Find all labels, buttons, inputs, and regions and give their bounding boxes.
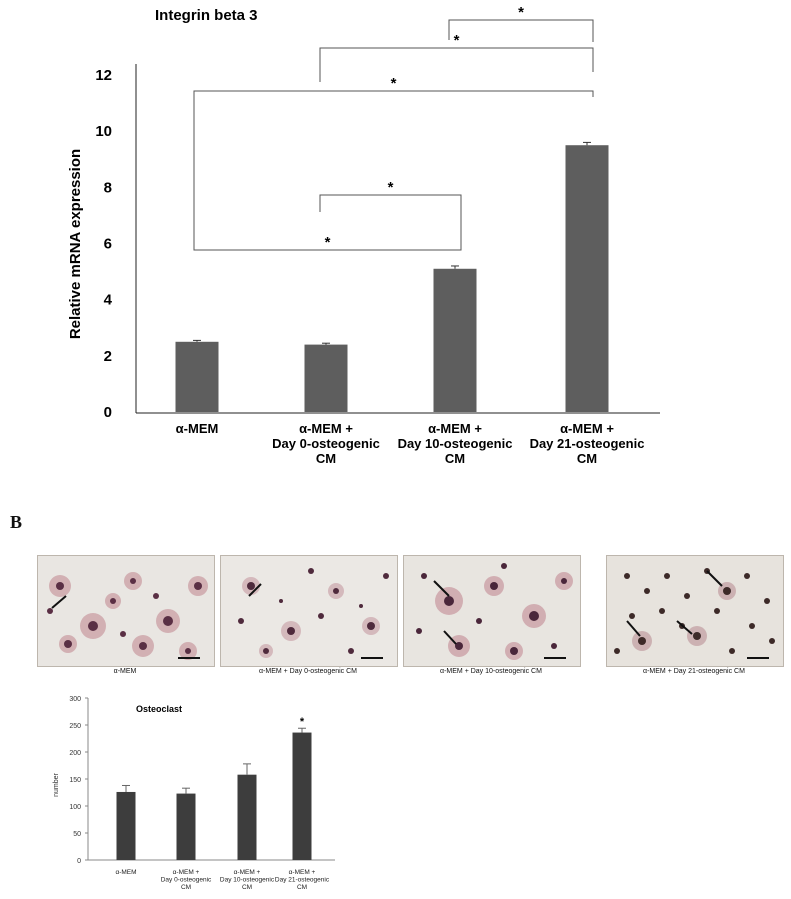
micrograph-image (221, 556, 397, 666)
integrin-beta3-chart: Integrin beta 3 0 2 4 6 8 10 12 Relative mRNA ex… (67, 4, 660, 466)
bar (304, 344, 348, 412)
y-tick-label: 6 (104, 236, 112, 253)
y-tick-label: 8 (104, 179, 112, 196)
x-tick-label: α-MEM + Day 21-osteogenic CM (530, 421, 645, 466)
y-tick-label: 250 (69, 723, 81, 730)
x-tick-label: α-MEM + Day 10-osteogenic CM (398, 421, 513, 466)
x-tick-line: Day 10-osteogenic (398, 436, 513, 451)
y-tick-label: 150 (69, 777, 81, 784)
micrograph-caption: α-MEM + Day 10-osteogenic CM (440, 668, 542, 675)
bar (565, 145, 609, 413)
x-tick-label: α-MEM + Day 10-osteogenic CM (220, 869, 275, 891)
x-tick-line: CM (316, 451, 336, 466)
y-tick-label: 0 (104, 404, 112, 421)
x-tick-line: α-MEM + (234, 869, 261, 876)
y-tick-label: 50 (73, 831, 81, 838)
x-tick-line: CM (181, 884, 191, 891)
micrograph-caption: α-MEM + Day 21-osteogenic CM (643, 668, 745, 675)
x-tick-line: CM (242, 884, 252, 891)
significance-label: * (518, 4, 524, 21)
significance-bracket (319, 47, 594, 82)
significance-label: * (325, 234, 331, 251)
significance-label: * (300, 716, 305, 728)
panel-b-label: B (10, 512, 23, 532)
osteoclast-chart: Osteoclast 0 50 100 150 200 250 300 number * α-MEM… (53, 696, 335, 891)
y-tick-label: 300 (69, 696, 81, 703)
x-tick-line: Day 21-osteogenic (530, 436, 645, 451)
y-tick-label: 2 (104, 348, 112, 365)
y-tick-label: 0 (77, 858, 81, 865)
x-tick-line: α-MEM + (299, 421, 353, 436)
x-tick-label: α-MEM + Day 21-osteogenic CM (275, 869, 330, 891)
micrograph-caption: α-MEM (113, 668, 137, 675)
bar (176, 793, 196, 860)
y-tick-label: 10 (95, 123, 112, 140)
bar (292, 732, 312, 860)
significance-label: * (388, 179, 394, 196)
x-tick-label: α-MEM + Day 0-osteogenic CM (272, 421, 380, 466)
x-tick-line: α-MEM + (560, 421, 614, 436)
y-tick-label: 12 (95, 67, 112, 84)
significance-bracket (448, 19, 594, 42)
x-tick-line: α-MEM (176, 421, 219, 436)
significance-bracket (319, 194, 462, 228)
y-axis-label: number (53, 772, 60, 796)
micrograph-day0 (220, 555, 398, 667)
micrograph-alpha-mem (37, 555, 215, 667)
x-tick-label: α-MEM (176, 421, 219, 436)
micrograph-image (404, 556, 580, 666)
significance-label: * (391, 75, 397, 92)
y-axis-label: Relative mRNA expression (67, 149, 84, 339)
x-tick-line: α-MEM + (289, 869, 316, 876)
significance-bracket (193, 228, 462, 251)
micrograph-image (38, 556, 214, 666)
x-tick-line: Day 21-osteogenic (275, 877, 330, 884)
x-tick-label: α-MEM + Day 0-osteogenic CM (161, 869, 212, 891)
micrograph-caption: α-MEM + Day 0-osteogenic CM (259, 668, 357, 675)
significance-bracket (193, 90, 594, 232)
bar (433, 268, 477, 412)
micrograph-day21 (606, 555, 784, 667)
x-tick-line: α-MEM + (173, 869, 200, 876)
x-tick-line: α-MEM + (428, 421, 482, 436)
y-tick-label: 100 (69, 804, 81, 811)
x-tick-line: α-MEM (115, 869, 136, 876)
y-tick-label: 4 (104, 292, 113, 309)
x-tick-line: Day 0-osteogenic (161, 877, 212, 884)
x-tick-line: Day 0-osteogenic (272, 436, 380, 451)
y-tick-label: 200 (69, 750, 81, 757)
chart-title: Osteoclast (136, 704, 182, 714)
micrograph-day10 (403, 555, 581, 667)
bar (116, 791, 136, 860)
significance-label: * (454, 32, 460, 49)
bar (237, 774, 257, 860)
micrograph-image (607, 556, 783, 666)
x-tick-line: CM (577, 451, 597, 466)
x-tick-line: Day 10-osteogenic (220, 877, 275, 884)
x-tick-line: CM (445, 451, 465, 466)
x-tick-line: CM (297, 884, 307, 891)
x-tick-label: α-MEM (115, 869, 136, 876)
bar (175, 341, 219, 412)
chart-title: Integrin beta 3 (155, 7, 258, 24)
